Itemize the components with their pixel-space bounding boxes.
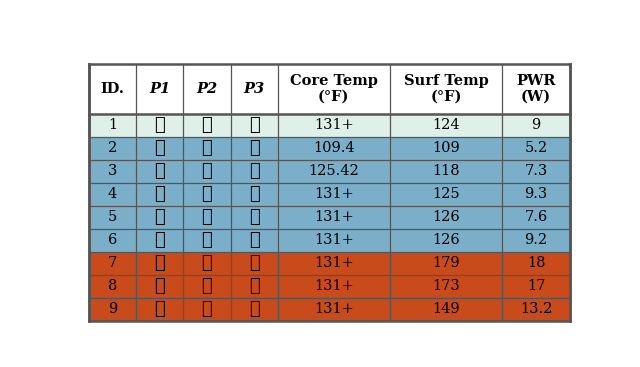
- Text: ✗: ✗: [249, 232, 259, 250]
- Text: 131+: 131+: [314, 280, 354, 294]
- Text: ✓: ✓: [154, 254, 165, 272]
- Text: 5: 5: [108, 210, 117, 225]
- Text: ✗: ✗: [249, 139, 259, 157]
- Text: ✓: ✓: [154, 301, 165, 319]
- Text: ✓: ✓: [202, 277, 212, 295]
- Text: 131+: 131+: [314, 257, 354, 270]
- Text: ✗: ✗: [202, 139, 212, 157]
- Text: 126: 126: [432, 233, 460, 247]
- Text: ✓: ✓: [202, 301, 212, 319]
- Text: 149: 149: [432, 302, 460, 316]
- Bar: [89, 137, 570, 160]
- Bar: [89, 114, 570, 137]
- Text: 17: 17: [527, 280, 545, 294]
- Text: ✓: ✓: [202, 254, 212, 272]
- Text: 8: 8: [108, 280, 117, 294]
- Text: 118: 118: [432, 164, 460, 178]
- Text: 131+: 131+: [314, 210, 354, 225]
- Text: 18: 18: [527, 257, 545, 270]
- Text: P3: P3: [244, 82, 265, 96]
- Text: 5.2: 5.2: [525, 141, 548, 156]
- Text: ✓: ✓: [202, 116, 212, 134]
- Bar: [89, 275, 570, 298]
- Text: ✓: ✓: [154, 116, 165, 134]
- Text: 124: 124: [432, 119, 460, 132]
- Text: ✓: ✓: [202, 208, 212, 226]
- Text: 9.2: 9.2: [525, 233, 548, 247]
- Bar: [89, 252, 570, 275]
- Text: 9.3: 9.3: [524, 188, 548, 201]
- Text: 125: 125: [432, 188, 460, 201]
- Bar: [89, 206, 570, 229]
- Text: Core Temp
(°F): Core Temp (°F): [290, 74, 378, 104]
- Text: 9: 9: [531, 119, 541, 132]
- Text: PWR
(W): PWR (W): [516, 74, 556, 104]
- Text: 4: 4: [108, 188, 117, 201]
- Text: 126: 126: [432, 210, 460, 225]
- Text: P2: P2: [196, 82, 218, 96]
- Text: 3: 3: [108, 164, 117, 178]
- Text: 7.6: 7.6: [524, 210, 548, 225]
- Text: ✓: ✓: [249, 254, 259, 272]
- Text: 2: 2: [108, 141, 117, 156]
- Text: 125.42: 125.42: [308, 164, 359, 178]
- Text: 179: 179: [432, 257, 460, 270]
- Bar: [89, 298, 570, 321]
- Text: ✓: ✓: [154, 139, 165, 157]
- Text: 13.2: 13.2: [520, 302, 552, 316]
- Text: ID.: ID.: [100, 82, 124, 96]
- Text: 131+: 131+: [314, 188, 354, 201]
- Text: P1: P1: [149, 82, 170, 96]
- Text: 1: 1: [108, 119, 117, 132]
- Text: 109: 109: [432, 141, 460, 156]
- Text: ✓: ✓: [154, 163, 165, 181]
- Text: ✓: ✓: [202, 185, 212, 203]
- Text: ✗: ✗: [249, 116, 259, 134]
- Text: ✗: ✗: [249, 163, 259, 181]
- Text: ✗: ✗: [249, 208, 259, 226]
- Text: 9: 9: [108, 302, 117, 316]
- Text: 131+: 131+: [314, 233, 354, 247]
- Text: ✗: ✗: [249, 301, 259, 319]
- Text: 7: 7: [108, 257, 117, 270]
- Text: 173: 173: [432, 280, 460, 294]
- Text: ✓: ✓: [154, 232, 165, 250]
- Text: Surf Temp
(°F): Surf Temp (°F): [404, 74, 488, 104]
- Text: 131+: 131+: [314, 302, 354, 316]
- Text: 7.3: 7.3: [524, 164, 548, 178]
- Text: ✓: ✓: [249, 277, 259, 295]
- Text: 131+: 131+: [314, 119, 354, 132]
- Text: ✗: ✗: [249, 185, 259, 203]
- Text: ✓: ✓: [154, 208, 165, 226]
- Text: 6: 6: [108, 233, 117, 247]
- Text: ✗: ✗: [202, 163, 212, 181]
- Text: ✓: ✓: [154, 185, 165, 203]
- Text: ✓: ✓: [154, 277, 165, 295]
- Text: 109.4: 109.4: [313, 141, 355, 156]
- Bar: [89, 229, 570, 252]
- Bar: [89, 183, 570, 206]
- Text: ✓: ✓: [202, 232, 212, 250]
- Bar: [89, 160, 570, 183]
